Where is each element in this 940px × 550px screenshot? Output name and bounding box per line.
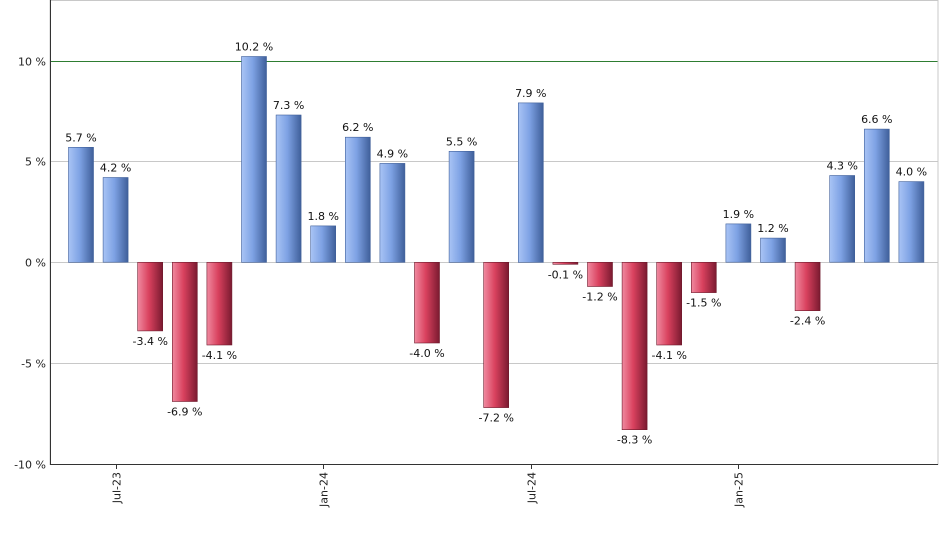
y-tick-label: 10 % (18, 56, 46, 69)
data-label: 4.3 % (826, 160, 857, 173)
data-label: 4.0 % (896, 166, 927, 179)
bar-negative (621, 261, 648, 430)
data-label: -1.2 % (582, 291, 617, 304)
bar-positive (863, 128, 890, 263)
data-label: -4.1 % (202, 349, 237, 362)
data-label: 5.5 % (446, 135, 477, 148)
data-label: 6.2 % (342, 121, 373, 134)
tick-labels: -10 % -5 % 0 % 5 % 10 % Jul-23 Jan-24 Jul-24 Jan… (14, 56, 745, 508)
data-label: 1.8 % (307, 210, 338, 223)
bar-negative (137, 261, 163, 332)
bar-positive (68, 147, 94, 263)
y-tick-label: -10 % (14, 459, 46, 472)
data-labels: 5.7 % 4.2 % -3.4 % -6.9 % -4.1 % 10.2 % 7.3 % 1… (65, 41, 927, 447)
bar-positive (829, 175, 856, 263)
data-label: -8.3 % (617, 434, 652, 447)
bar-positive (241, 56, 267, 263)
bar-negative (794, 261, 821, 311)
data-label: 1.9 % (723, 208, 754, 221)
data-label: 4.9 % (377, 147, 408, 160)
data-label: 7.9 % (515, 87, 546, 100)
bar-negative (483, 261, 510, 408)
y-tick-label: 0 % (25, 257, 46, 270)
bars (68, 56, 925, 430)
bar-positive (344, 136, 371, 263)
data-label: -0.1 % (548, 268, 583, 281)
bar-negative (656, 261, 683, 346)
data-label: 1.2 % (757, 222, 788, 235)
data-label: -7.2 % (478, 412, 513, 425)
data-label: 5.7 % (65, 131, 96, 144)
bar-negative (206, 261, 233, 346)
data-label: -1.5 % (686, 297, 721, 310)
x-tick-label: Jan-24 (318, 472, 331, 508)
data-label: 10.2 % (235, 41, 273, 54)
bar-positive (275, 114, 302, 263)
y-tick-label: -5 % (21, 358, 46, 371)
bar-negative (690, 261, 717, 293)
bar-positive (517, 102, 544, 263)
data-label: -3.4 % (132, 335, 167, 348)
bar-negative (587, 261, 613, 287)
bar-positive (760, 237, 786, 263)
bar-negative (172, 261, 198, 402)
data-label: -4.0 % (409, 347, 444, 360)
bar-positive (725, 223, 752, 263)
bar-positive (448, 151, 475, 263)
bar-negative (414, 261, 440, 344)
data-label: 7.3 % (273, 99, 304, 112)
bar-positive (379, 163, 406, 263)
x-tick-label: Jul-24 (526, 472, 539, 504)
bar-positive (102, 177, 129, 263)
data-label: -6.9 % (167, 406, 202, 419)
bar-negative (552, 261, 579, 265)
axes (49, 0, 939, 469)
x-tick-label: Jan-25 (733, 472, 746, 508)
data-label: -4.1 % (651, 349, 686, 362)
data-label: 4.2 % (100, 162, 131, 175)
bar-positive (898, 181, 925, 263)
data-label: 6.6 % (861, 113, 892, 126)
x-tick-label: Jul-23 (111, 472, 124, 504)
data-label: -2.4 % (790, 315, 825, 328)
bar-positive (310, 225, 337, 263)
y-tick-label: 5 % (25, 156, 46, 169)
